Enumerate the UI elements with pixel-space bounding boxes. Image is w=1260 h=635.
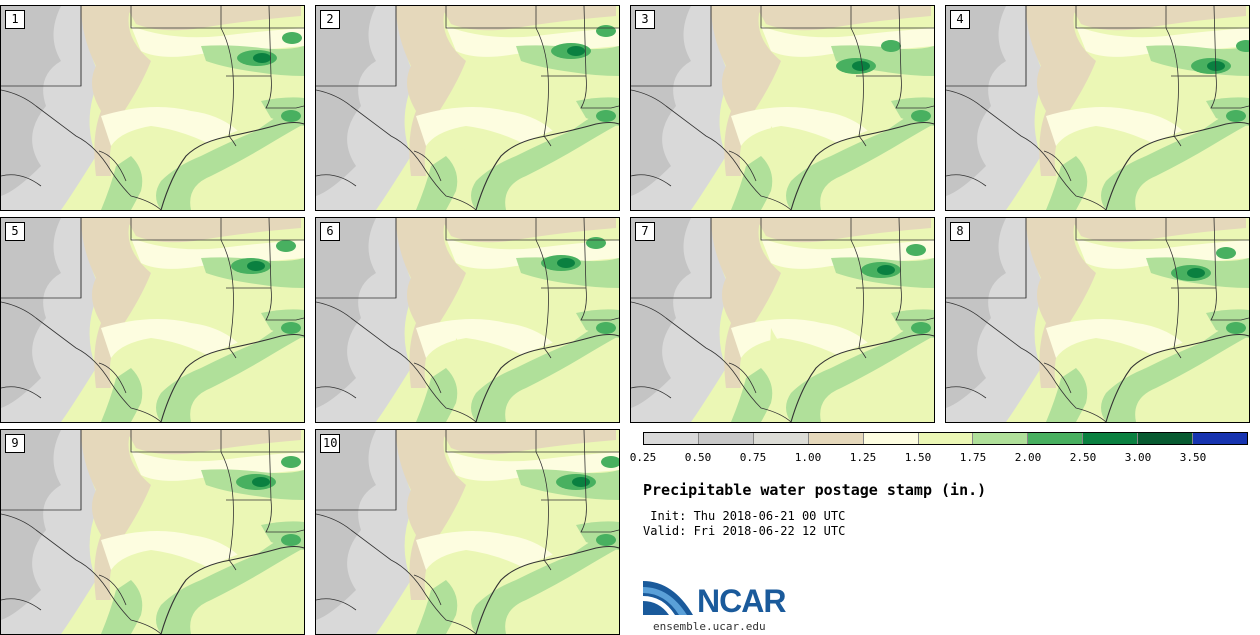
postage-stamp-map: 7 [630,217,935,423]
member-number-label: 5 [5,222,25,241]
colorbar-tick-label: 3.00 [1124,451,1152,464]
member-number-label: 9 [5,434,25,453]
colorbar-tick-label: 0.50 [684,451,712,464]
member-number-label: 4 [950,10,970,29]
member-number-label: 2 [320,10,340,29]
colorbar-segment [1083,433,1139,444]
colorbar-tick-label: 3.50 [1179,451,1207,464]
postage-stamp-map: 8 [945,217,1250,423]
colorbar-segment [973,433,1029,444]
postage-stamp-map: 1 [0,5,305,211]
colorbar-tick-label: 0.75 [739,451,767,464]
colorbar-segment [808,433,864,444]
postage-stamp-map: 6 [315,217,620,423]
member-number-label: 1 [5,10,25,29]
member-number-label: 8 [950,222,970,241]
postage-stamp-map: 3 [630,5,935,211]
member-number-label: 7 [635,222,655,241]
colorbar-tick-label: 0.25 [629,451,657,464]
colorbar [643,432,1248,445]
ncar-wordmark: NCAR [697,583,786,619]
colorbar-segment [1028,433,1084,444]
valid-time: Valid: Fri 2018-06-22 12 UTC [643,524,846,538]
colorbar-tick-label: 1.75 [959,451,987,464]
colorbar-segment [863,433,919,444]
member-number-label: 10 [320,434,341,453]
colorbar-segment [918,433,974,444]
init-time: Init: Thu 2018-06-21 00 UTC [643,509,846,523]
ncar-swoosh-icon [643,581,693,615]
postage-stamp-map: 9 [0,429,305,635]
postage-stamp-map: 10 [315,429,620,635]
colorbar-tick-label: 1.50 [904,451,932,464]
plot-title: Precipitable water postage stamp (in.) [643,481,987,499]
member-number-label: 6 [320,222,340,241]
postage-stamp-map: 5 [0,217,305,423]
colorbar-segment [644,433,699,444]
ncar-logo: NCAR ensemble.ucar.edu [643,579,803,633]
postage-stamp-map: 2 [315,5,620,211]
colorbar-tick-label: 2.00 [1014,451,1042,464]
colorbar-segment [698,433,754,444]
ncar-url: ensemble.ucar.edu [653,620,766,633]
postage-stamp-map: 4 [945,5,1250,211]
colorbar-segment [1138,433,1194,444]
colorbar-tick-label: 1.00 [794,451,822,464]
colorbar-tick-label: 2.50 [1069,451,1097,464]
colorbar-segment [753,433,809,444]
colorbar-segment [1193,433,1247,444]
colorbar-tick-label: 1.25 [849,451,877,464]
member-number-label: 3 [635,10,655,29]
